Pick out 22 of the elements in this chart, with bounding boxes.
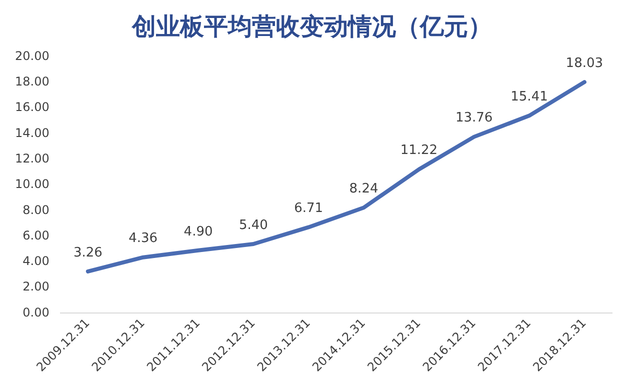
data-label: 18.03 — [566, 56, 604, 71]
y-tick-label: 14.00 — [14, 126, 50, 140]
data-label: 4.90 — [184, 224, 213, 240]
y-tick-label: 8.00 — [22, 202, 50, 217]
data-label: 3.26 — [73, 245, 102, 260]
data-label: 13.76 — [455, 110, 493, 126]
data-label: 8.24 — [349, 181, 378, 196]
y-tick-label: 18.00 — [14, 74, 50, 89]
data-label: 5.40 — [238, 218, 268, 233]
data-label: 11.22 — [400, 143, 438, 158]
y-tick-label: 4.00 — [22, 254, 50, 268]
data-label: 6.71 — [294, 201, 324, 216]
y-tick-label: 12.00 — [14, 152, 50, 166]
y-tick-label: 6.00 — [22, 228, 50, 242]
chart-title: 创业板平均营收变动情况（亿元） — [131, 12, 492, 41]
y-tick-label: 10.00 — [14, 177, 50, 192]
y-tick-label: 0.00 — [22, 305, 50, 320]
y-tick-label: 16.00 — [14, 100, 50, 114]
data-label: 15.41 — [510, 90, 548, 105]
data-label: 4.36 — [128, 231, 158, 246]
y-tick-label: 2.00 — [22, 280, 50, 294]
y-tick-label: 20.00 — [14, 48, 50, 63]
